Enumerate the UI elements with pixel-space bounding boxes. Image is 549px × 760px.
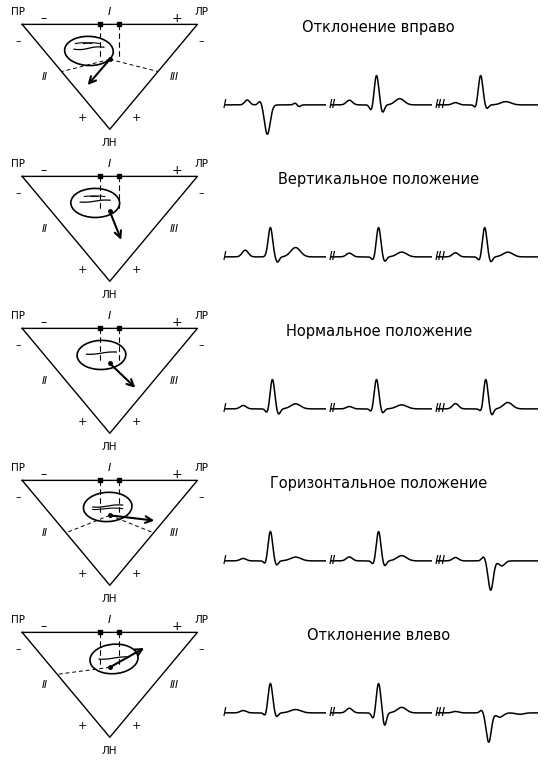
Text: +: +	[132, 113, 142, 123]
Text: ПР: ПР	[11, 159, 25, 169]
Text: ПР: ПР	[11, 615, 25, 625]
Text: I: I	[222, 554, 226, 568]
Text: ЛН: ЛН	[102, 746, 117, 756]
Text: II: II	[42, 528, 48, 538]
Text: –: –	[199, 492, 204, 502]
Text: III: III	[435, 706, 446, 720]
Text: II: II	[42, 72, 48, 82]
Text: Отклонение вправо: Отклонение вправо	[302, 20, 455, 34]
Text: III: III	[435, 250, 446, 264]
Text: II: II	[328, 98, 336, 112]
Text: ПР: ПР	[11, 311, 25, 321]
Text: III: III	[435, 554, 446, 568]
Text: I: I	[108, 7, 111, 17]
Text: III: III	[170, 680, 179, 690]
Text: +: +	[171, 468, 182, 481]
Text: +: +	[132, 265, 142, 275]
Text: I: I	[222, 98, 226, 112]
Text: +: +	[78, 417, 87, 427]
Text: –: –	[40, 316, 46, 329]
Text: I: I	[222, 402, 226, 416]
Text: –: –	[40, 620, 46, 633]
Text: +: +	[132, 569, 142, 579]
Text: II: II	[328, 706, 336, 720]
Text: ЛР: ЛР	[194, 159, 209, 169]
Text: III: III	[435, 98, 446, 112]
Text: II: II	[42, 224, 48, 234]
Text: Отклонение влево: Отклонение влево	[307, 628, 450, 642]
Text: Вертикальное положение: Вертикальное положение	[278, 172, 479, 186]
Text: –: –	[15, 340, 21, 350]
Text: II: II	[42, 680, 48, 690]
Text: II: II	[42, 376, 48, 386]
Text: +: +	[132, 721, 142, 731]
Text: III: III	[170, 224, 179, 234]
Text: ЛН: ЛН	[102, 290, 117, 300]
Text: +: +	[171, 620, 182, 633]
Text: ЛР: ЛР	[194, 463, 209, 473]
Text: II: II	[328, 250, 336, 264]
Text: –: –	[199, 340, 204, 350]
Text: –: –	[15, 644, 21, 654]
Text: +: +	[78, 721, 87, 731]
Text: –: –	[199, 188, 204, 198]
Text: ЛН: ЛН	[102, 442, 117, 452]
Text: Нормальное положение: Нормальное положение	[285, 324, 472, 338]
Text: –: –	[40, 468, 46, 481]
Text: –: –	[199, 36, 204, 46]
Text: II: II	[328, 402, 336, 416]
Text: III: III	[170, 376, 179, 386]
Text: ЛН: ЛН	[102, 594, 117, 604]
Text: +: +	[78, 265, 87, 275]
Text: III: III	[170, 72, 179, 82]
Text: –: –	[40, 12, 46, 25]
Text: +: +	[78, 569, 87, 579]
Text: I: I	[108, 615, 111, 625]
Text: I: I	[108, 311, 111, 321]
Text: +: +	[171, 316, 182, 329]
Text: –: –	[40, 164, 46, 177]
Text: ЛР: ЛР	[194, 615, 209, 625]
Text: III: III	[435, 402, 446, 416]
Text: ЛН: ЛН	[102, 138, 117, 148]
Text: I: I	[222, 706, 226, 720]
Text: ПР: ПР	[11, 463, 25, 473]
Text: II: II	[328, 554, 336, 568]
Text: –: –	[199, 644, 204, 654]
Text: ПР: ПР	[11, 7, 25, 17]
Text: +: +	[171, 164, 182, 177]
Text: ЛР: ЛР	[194, 7, 209, 17]
Text: I: I	[108, 159, 111, 169]
Text: –: –	[15, 188, 21, 198]
Text: I: I	[222, 250, 226, 264]
Text: III: III	[170, 528, 179, 538]
Text: +: +	[78, 113, 87, 123]
Text: –: –	[15, 492, 21, 502]
Text: –: –	[15, 36, 21, 46]
Text: +: +	[132, 417, 142, 427]
Text: I: I	[108, 463, 111, 473]
Text: Горизонтальное положение: Горизонтальное положение	[270, 476, 488, 490]
Text: ЛР: ЛР	[194, 311, 209, 321]
Text: +: +	[171, 12, 182, 25]
